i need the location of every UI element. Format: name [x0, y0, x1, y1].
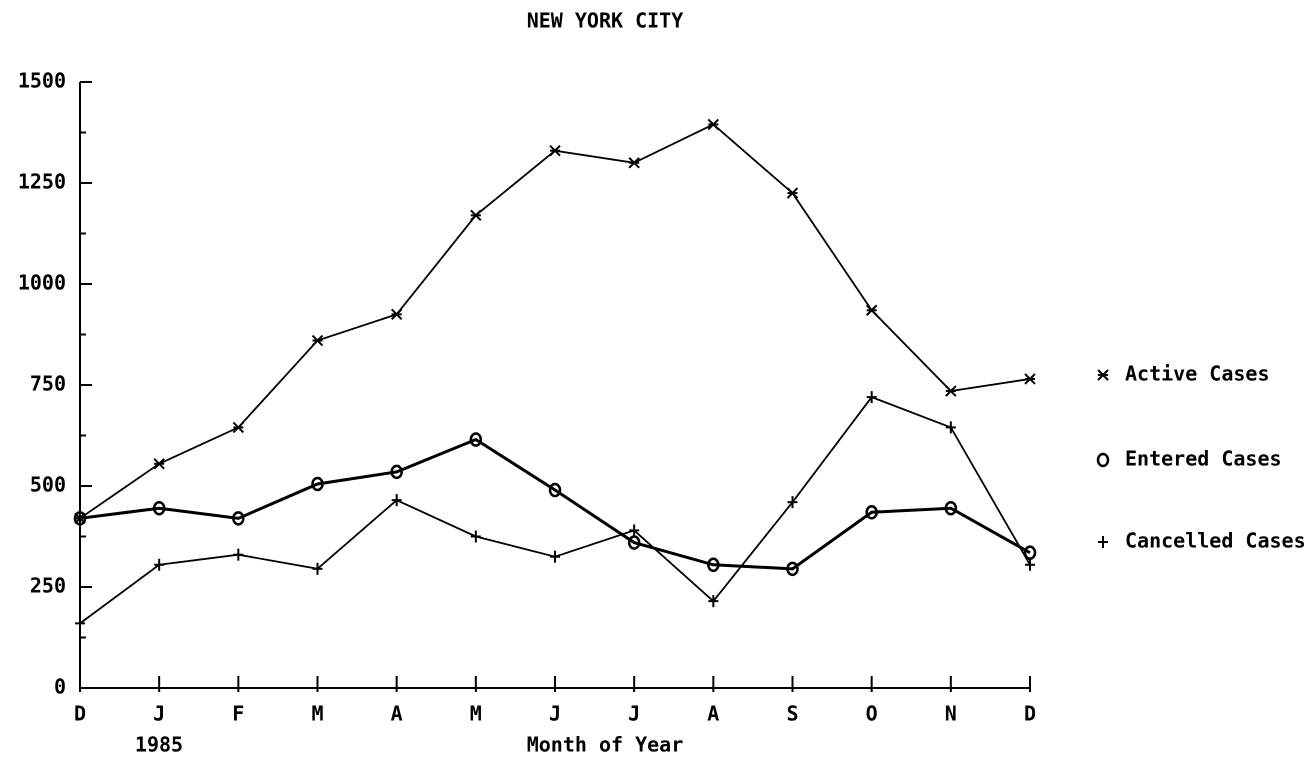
x-tick-label: J: [628, 702, 640, 726]
y-tick-label: 500: [30, 473, 66, 497]
marker: [1025, 558, 1035, 571]
marker: [1024, 373, 1036, 385]
marker: [865, 505, 878, 520]
marker: [1096, 452, 1110, 468]
marker: [707, 557, 720, 573]
x-axis-label: Month of Year: [527, 733, 684, 757]
marker: [786, 187, 799, 199]
year-annotation: 1985: [135, 733, 183, 757]
x-tick-label: F: [232, 702, 244, 726]
marker: [390, 308, 403, 321]
marker: [548, 482, 562, 498]
legend-label: Cancelled Cases: [1125, 529, 1306, 553]
x-tick-label: S: [786, 702, 798, 726]
marker-shape: [152, 500, 166, 516]
marker: [73, 511, 87, 526]
marker: [787, 496, 798, 509]
marker-shape: [707, 557, 720, 573]
y-tick-label: 250: [30, 574, 66, 598]
y-tick-label: 750: [30, 372, 66, 396]
marker: [311, 476, 324, 492]
marker: [152, 500, 166, 516]
marker: [627, 535, 641, 550]
marker-shape: [1096, 452, 1110, 468]
marker: [944, 500, 958, 516]
marker: [232, 421, 245, 434]
x-tick-label: M: [470, 702, 482, 726]
y-tick-label: 0: [54, 675, 66, 699]
marker-shape: [548, 482, 562, 498]
marker: [708, 595, 719, 608]
marker-shape: [627, 535, 641, 550]
marker: [628, 157, 640, 169]
x-tick-label: D: [1024, 702, 1036, 726]
x-tick-label: J: [153, 702, 165, 726]
marker: [75, 617, 85, 630]
marker: [391, 494, 402, 507]
marker: [549, 144, 561, 157]
y-tick-label: 1500: [18, 69, 66, 93]
marker: [1098, 536, 1108, 548]
x-tick-label: D: [74, 702, 86, 726]
marker-shape: [944, 500, 958, 516]
marker: [154, 558, 165, 571]
marker: [945, 385, 957, 397]
marker: [1023, 545, 1037, 560]
marker: [469, 432, 483, 447]
x-tick-label: A: [391, 702, 403, 726]
chart-title: NEW YORK CITY: [527, 9, 684, 33]
marker: [233, 548, 244, 561]
x-tick-label: N: [945, 702, 957, 726]
y-tick-label: 1000: [18, 271, 66, 295]
legend-label: Entered Cases: [1125, 447, 1282, 471]
marker-shape: [786, 561, 799, 577]
marker-shape: [73, 511, 87, 526]
marker: [865, 304, 878, 316]
y-tick-label: 1250: [18, 170, 66, 194]
marker-shape: [390, 464, 403, 480]
marker: [945, 421, 956, 434]
x-tick-label: J: [549, 702, 561, 726]
marker: [866, 391, 877, 404]
marker: [470, 209, 482, 222]
marker-shape: [865, 505, 878, 520]
marker: [312, 562, 323, 575]
marker: [470, 530, 481, 543]
x-tick-label: A: [707, 702, 719, 726]
legend-label: Active Cases: [1125, 362, 1270, 386]
marker-shape: [232, 511, 245, 526]
marker: [232, 511, 245, 526]
marker: [629, 524, 640, 537]
x-tick-label: M: [311, 702, 323, 726]
marker: [707, 118, 720, 131]
marker-shape: [1023, 545, 1037, 560]
series-line: [79, 437, 1031, 571]
marker-shape: [311, 476, 324, 492]
marker: [390, 464, 403, 480]
marker: [153, 458, 165, 470]
marker: [1097, 369, 1109, 381]
marker: [786, 561, 799, 577]
marker: [311, 334, 324, 347]
x-tick-label: O: [866, 702, 878, 726]
marker-shape: [469, 432, 483, 447]
series-line: [79, 123, 1031, 520]
marker: [550, 550, 560, 563]
